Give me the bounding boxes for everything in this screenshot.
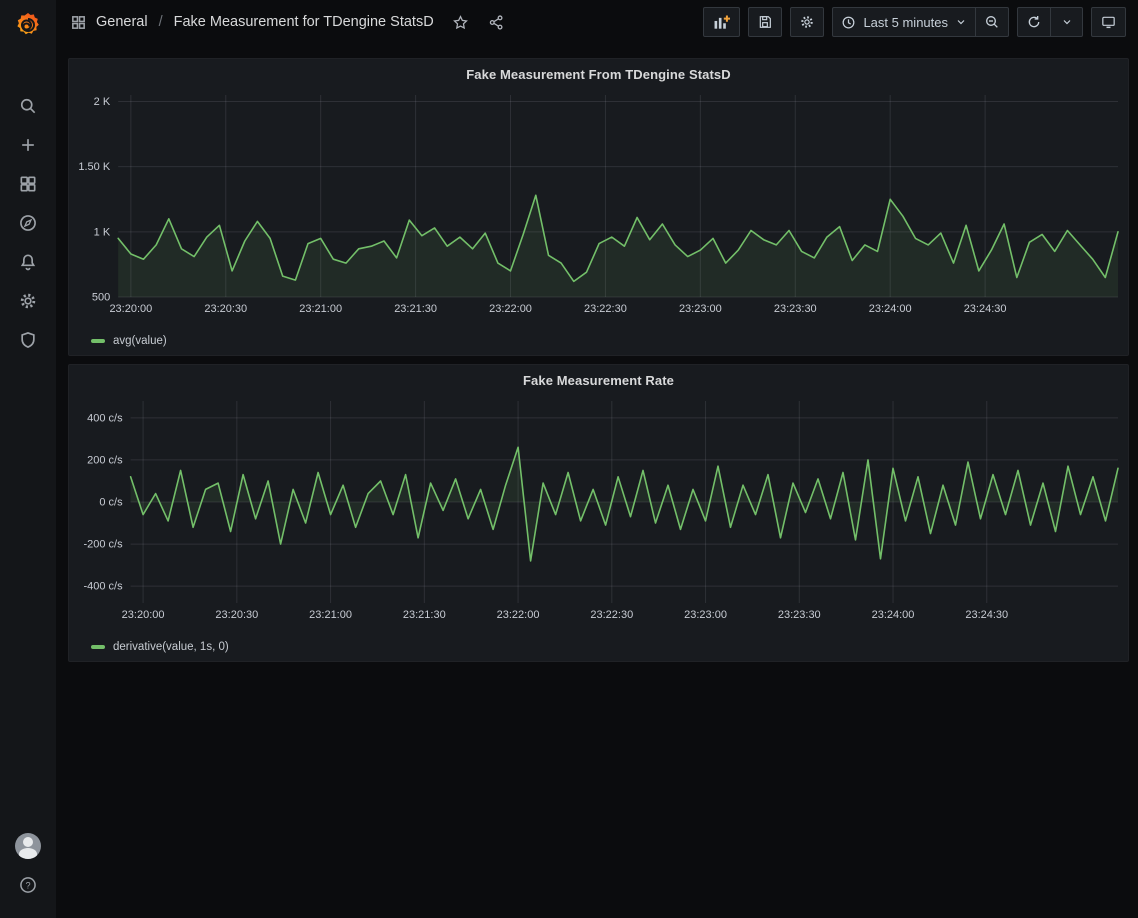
refresh-button[interactable]: [1017, 7, 1051, 37]
dashboard-header: General / Fake Measurement for TDengine …: [56, 0, 1138, 44]
svg-text:23:24:00: 23:24:00: [869, 303, 912, 315]
avatar: [15, 832, 41, 859]
chevron-down-icon: [1063, 20, 1070, 25]
zoom-out-time-button[interactable]: [976, 7, 1009, 37]
sidebar: ?: [0, 0, 56, 918]
create-add-icon[interactable]: [8, 125, 48, 164]
svg-text:23:20:30: 23:20:30: [204, 303, 247, 315]
tv-kiosk-mode-button[interactable]: [1091, 7, 1126, 37]
sidebar-bottom: ?: [8, 826, 48, 918]
user-avatar[interactable]: [8, 826, 48, 865]
breadcrumb-separator: /: [158, 14, 163, 30]
svg-text:200 c/s: 200 c/s: [87, 454, 123, 466]
apps-grid-icon: [70, 14, 87, 31]
svg-text:23:20:30: 23:20:30: [215, 609, 258, 621]
svg-text:23:23:30: 23:23:30: [778, 609, 821, 621]
breadcrumb-folder[interactable]: General: [96, 14, 148, 30]
dashboard-canvas: Fake Measurement From TDengine StatsD 23…: [56, 44, 1138, 918]
svg-text:23:23:30: 23:23:30: [774, 303, 817, 315]
svg-text:23:21:00: 23:21:00: [299, 303, 342, 315]
legend-swatch: [91, 645, 105, 649]
svg-text:23:21:00: 23:21:00: [309, 609, 352, 621]
panel-title[interactable]: Fake Measurement From TDengine StatsD: [466, 66, 731, 82]
panel-fake-measurement: Fake Measurement From TDengine StatsD 23…: [68, 58, 1129, 356]
svg-text:23:22:30: 23:22:30: [584, 303, 627, 315]
chart-legend: derivative(value, 1s, 0): [69, 633, 1128, 661]
svg-text:23:22:00: 23:22:00: [497, 609, 540, 621]
svg-text:-400 c/s: -400 c/s: [83, 581, 123, 593]
time-range-label: Last 5 minutes: [863, 14, 948, 30]
svg-text:23:23:00: 23:23:00: [684, 609, 727, 621]
svg-text:1.50 K: 1.50 K: [78, 161, 110, 173]
add-panel-button[interactable]: [703, 7, 741, 37]
toolbar: Last 5 minutes: [703, 7, 1126, 37]
dashboard-title[interactable]: Fake Measurement for TDengine StatsD: [173, 14, 434, 30]
dashboards-icon[interactable]: [8, 164, 48, 203]
search-icon[interactable]: [8, 86, 48, 125]
legend-label[interactable]: derivative(value, 1s, 0): [113, 641, 229, 653]
help-icon[interactable]: ?: [8, 865, 48, 904]
grafana-logo[interactable]: [0, 0, 56, 50]
dashboard-settings-button[interactable]: [790, 7, 825, 37]
alerting-bell-icon[interactable]: [8, 242, 48, 281]
svg-text:23:22:30: 23:22:30: [590, 609, 633, 621]
svg-text:23:20:00: 23:20:00: [109, 303, 152, 315]
svg-text:23:24:30: 23:24:30: [965, 609, 1008, 621]
clock-icon: [843, 16, 855, 28]
timeseries-chart[interactable]: 23:20:00 23:20:30 23:21:00 23:21:30 23:22:00…: [69, 395, 1128, 633]
time-range-picker[interactable]: Last 5 minutes: [832, 7, 976, 37]
legend-label[interactable]: avg(value): [113, 335, 167, 347]
svg-text:23:24:30: 23:24:30: [964, 303, 1007, 315]
timeseries-chart[interactable]: 23:20:00 23:20:30 23:21:00 23:21:30 23:22:00…: [69, 89, 1128, 327]
title-actions: [448, 9, 510, 35]
star-icon[interactable]: [448, 9, 474, 35]
svg-text:-200 c/s: -200 c/s: [83, 539, 123, 551]
sidebar-nav: [8, 86, 48, 359]
main-area: General / Fake Measurement for TDengine …: [56, 0, 1138, 918]
chart-legend: avg(value): [69, 327, 1128, 355]
server-admin-shield-icon[interactable]: [8, 320, 48, 359]
explore-compass-icon[interactable]: [8, 203, 48, 242]
legend-swatch: [91, 339, 105, 343]
svg-text:0 c/s: 0 c/s: [99, 497, 123, 509]
breadcrumb: General / Fake Measurement for TDengine …: [70, 14, 434, 31]
configuration-gear-icon[interactable]: [8, 281, 48, 320]
svg-text:2 K: 2 K: [94, 96, 111, 108]
svg-text:23:21:30: 23:21:30: [403, 609, 446, 621]
refresh-interval-dropdown[interactable]: [1051, 7, 1083, 37]
svg-text:?: ?: [25, 880, 30, 890]
panel-title[interactable]: Fake Measurement Rate: [523, 372, 674, 388]
grafana-logo-icon: [17, 13, 39, 35]
svg-text:1 K: 1 K: [94, 226, 111, 238]
svg-text:23:24:00: 23:24:00: [872, 609, 915, 621]
panel-fake-measurement-rate: Fake Measurement Rate 23:20:00 23:20:30 23…: [68, 364, 1129, 662]
chevron-down-icon: [957, 20, 965, 25]
svg-text:400 c/s: 400 c/s: [87, 412, 123, 424]
svg-text:500: 500: [92, 292, 110, 304]
svg-text:23:22:00: 23:22:00: [489, 303, 532, 315]
svg-text:23:21:30: 23:21:30: [394, 303, 437, 315]
save-dashboard-button[interactable]: [748, 7, 783, 37]
svg-text:23:23:00: 23:23:00: [679, 303, 722, 315]
svg-text:23:20:00: 23:20:00: [122, 609, 165, 621]
share-icon[interactable]: [484, 9, 510, 35]
